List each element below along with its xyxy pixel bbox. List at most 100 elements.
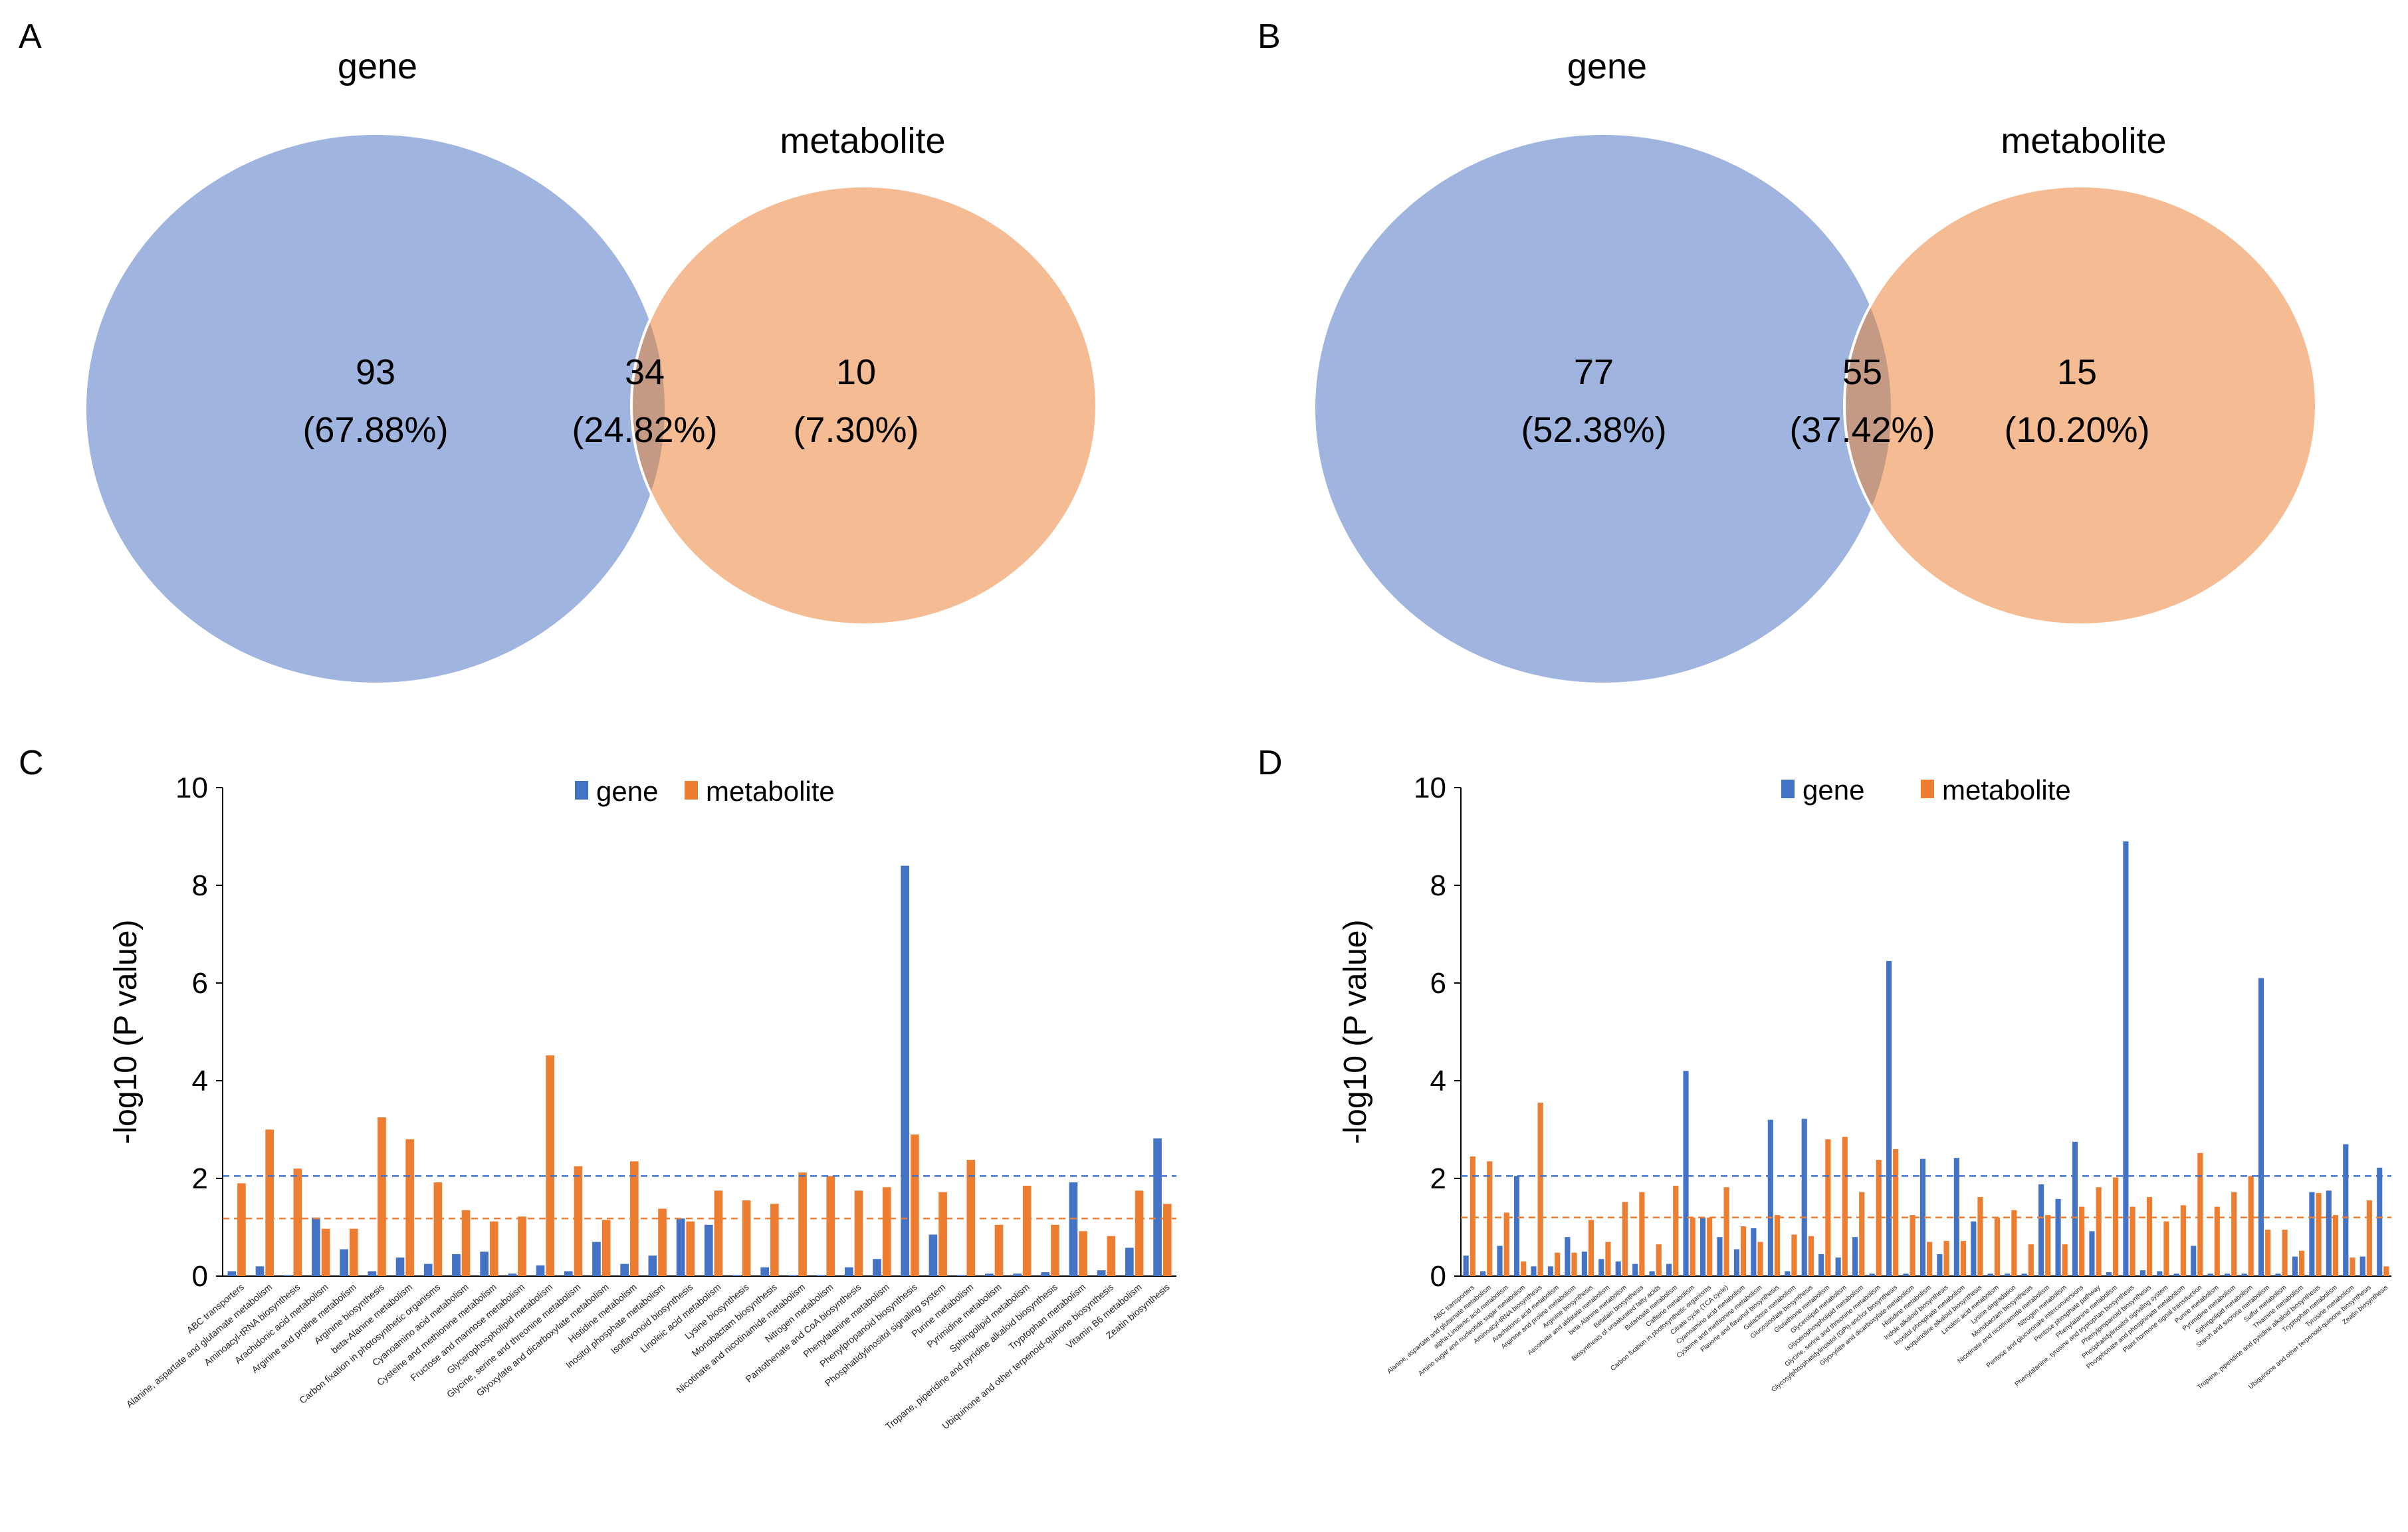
chart-d-bar-gene bbox=[1581, 1252, 1587, 1276]
chart-d-bar-metabolite bbox=[1588, 1220, 1594, 1276]
chart-d-bar-metabolite bbox=[1910, 1215, 1915, 1276]
chart-c-bar-gene bbox=[564, 1271, 573, 1276]
chart-d-bar-gene bbox=[1717, 1237, 1723, 1276]
chart-c-bar-gene bbox=[704, 1224, 713, 1276]
chart-c-bar-gene bbox=[760, 1267, 770, 1276]
chart-d-bar-gene bbox=[1733, 1249, 1739, 1276]
chart-d-bar-metabolite bbox=[2350, 1258, 2355, 1276]
chart-d-bar-gene bbox=[2377, 1167, 2383, 1276]
chart-d-bar-metabolite bbox=[2366, 1200, 2372, 1276]
chart-d-bar-gene bbox=[1937, 1254, 1943, 1276]
chart-d-legend-gene-swatch bbox=[1781, 780, 1795, 798]
chart-d-bar-metabolite bbox=[2096, 1187, 2102, 1276]
chart-d-bar-gene bbox=[1751, 1228, 1757, 1276]
venn-a-metabolite-outline bbox=[630, 185, 1098, 626]
chart-d-bar-metabolite bbox=[1960, 1241, 1967, 1276]
chart-c-bar-metabolite bbox=[349, 1228, 358, 1276]
chart-d-bar-gene bbox=[1953, 1158, 1959, 1276]
chart-c-legend-gene-swatch bbox=[575, 781, 588, 800]
chart-c-bar-gene bbox=[395, 1258, 405, 1276]
chart-d-legend-metabolite-label: metabolite bbox=[1942, 774, 2071, 806]
chart-d-bar-gene bbox=[1971, 1221, 1977, 1276]
chart-d-bar-gene bbox=[2021, 1273, 2027, 1276]
chart-d-bar-gene bbox=[2326, 1190, 2332, 1276]
chart-d-bar-gene bbox=[1767, 1119, 1773, 1276]
chart-c-legend-metabolite-label: metabolite bbox=[706, 776, 835, 807]
chart-d-bar-metabolite bbox=[2332, 1215, 2339, 1276]
chart-d-bar-metabolite bbox=[1994, 1217, 2000, 1276]
chart-c-bar-gene bbox=[620, 1263, 629, 1276]
chart-d-bar-metabolite bbox=[2231, 1192, 2237, 1276]
chart-d-bar-gene bbox=[1531, 1266, 1537, 1276]
chart-c-ytick-label: 10 bbox=[175, 772, 208, 804]
chart-c-bar-gene bbox=[844, 1267, 853, 1276]
chart-c-bar-gene bbox=[480, 1252, 489, 1276]
chart-d-bar-metabolite bbox=[2028, 1244, 2034, 1276]
chart-c-bar-metabolite bbox=[378, 1117, 386, 1276]
chart-d-bar-gene bbox=[1513, 1176, 1520, 1276]
chart-d-bar-metabolite bbox=[1757, 1242, 1763, 1276]
chart-c-bar-gene bbox=[1153, 1138, 1162, 1276]
chart-d-ytick-label: 2 bbox=[1430, 1162, 1446, 1195]
panel-label-a: A bbox=[19, 17, 42, 56]
chart-d-bar-metabolite bbox=[2265, 1230, 2271, 1276]
chart-d-bar-metabolite bbox=[2282, 1230, 2288, 1276]
venn-b-right-pct: (10.20%) bbox=[2004, 410, 2149, 450]
venn-b-left-pct: (52.38%) bbox=[1521, 410, 1666, 450]
chart-c-bar-metabolite bbox=[798, 1172, 807, 1276]
chart-c-legend-gene-label: gene bbox=[596, 776, 658, 807]
venn-b-overlap-pct: (37.42%) bbox=[1789, 410, 1935, 450]
chart-d-bar-metabolite bbox=[2180, 1205, 2186, 1276]
chart-d-bar-gene bbox=[1869, 1273, 1875, 1276]
venn-b-right-count: 15 bbox=[2057, 352, 2097, 392]
venn-a-metabolite-circle bbox=[631, 186, 1097, 625]
chart-d-bar-gene bbox=[1785, 1271, 1791, 1276]
chart-d-bar-metabolite bbox=[1977, 1196, 1983, 1276]
chart-c-bar-gene bbox=[1069, 1182, 1078, 1276]
chart-c-bar-metabolite bbox=[686, 1221, 695, 1276]
chart-d-bar-gene bbox=[1987, 1273, 1993, 1276]
panel-label-b: B bbox=[1258, 17, 1281, 56]
chart-d-bar-gene bbox=[2089, 1231, 2095, 1276]
chart-c-bar-gene bbox=[508, 1273, 517, 1276]
chart-c-bar-gene bbox=[1097, 1270, 1106, 1276]
chart-c-bar-gene bbox=[283, 1275, 292, 1276]
chart-c-ytick-label: 8 bbox=[192, 869, 208, 902]
chart-d-bar-metabolite bbox=[1521, 1261, 1527, 1276]
chart-d-bar-metabolite bbox=[1842, 1137, 1848, 1276]
chart-c-bar-metabolite bbox=[546, 1055, 555, 1276]
chart-d-bar-metabolite bbox=[2163, 1221, 2169, 1276]
venn-panel-a: A gene metabolite 93 (67.88%) 34 (24.82%… bbox=[19, 17, 1098, 683]
chart-c-bar-gene bbox=[929, 1234, 938, 1276]
chart-c-bar-gene bbox=[873, 1259, 881, 1276]
chart-d-bar-metabolite bbox=[1605, 1242, 1611, 1276]
chart-c-bar-gene bbox=[788, 1275, 798, 1276]
chart-d-bar-metabolite bbox=[1470, 1156, 1476, 1276]
chart-d-bar-gene bbox=[1801, 1119, 1807, 1276]
chart-c-bar-gene bbox=[340, 1249, 348, 1276]
chart-d-bar-gene bbox=[1699, 1217, 1706, 1276]
chart-d-y-axis-title: -log10 (P value) bbox=[1338, 920, 1373, 1145]
chart-d-bar-metabolite bbox=[1537, 1103, 1543, 1276]
chart-d-bar-metabolite bbox=[1859, 1192, 1865, 1276]
chart-c-bar-metabolite bbox=[518, 1216, 526, 1276]
chart-c-bar-metabolite bbox=[433, 1182, 443, 1276]
chart-d-bar-gene bbox=[1649, 1271, 1655, 1276]
chart-d-bar-gene bbox=[2359, 1256, 2365, 1276]
venn-b-left-count: 77 bbox=[1574, 352, 1614, 392]
chart-d-bar-metabolite bbox=[1707, 1217, 1713, 1276]
chart-c-ytick-label: 2 bbox=[192, 1162, 208, 1195]
chart-d-bar-metabolite bbox=[1487, 1161, 1493, 1276]
chart-d-bar-metabolite bbox=[1639, 1192, 1645, 1276]
venn-a-metabolite-title: metabolite bbox=[780, 121, 945, 161]
chart-d-bar-metabolite bbox=[1893, 1149, 1899, 1276]
chart-d-ytick-label: 8 bbox=[1430, 869, 1446, 902]
chart-d-bar-metabolite bbox=[2011, 1210, 2017, 1276]
chart-d-bar-metabolite bbox=[1741, 1226, 1747, 1276]
chart-c-bar-metabolite bbox=[461, 1210, 471, 1276]
chart-d-bar-metabolite bbox=[2146, 1196, 2153, 1276]
chart-c-bar-gene bbox=[1013, 1273, 1022, 1276]
chart-c-ytick-label: 4 bbox=[192, 1065, 208, 1097]
chart-c-bar-metabolite bbox=[938, 1192, 947, 1276]
chart-d-bar-metabolite bbox=[2383, 1266, 2389, 1276]
